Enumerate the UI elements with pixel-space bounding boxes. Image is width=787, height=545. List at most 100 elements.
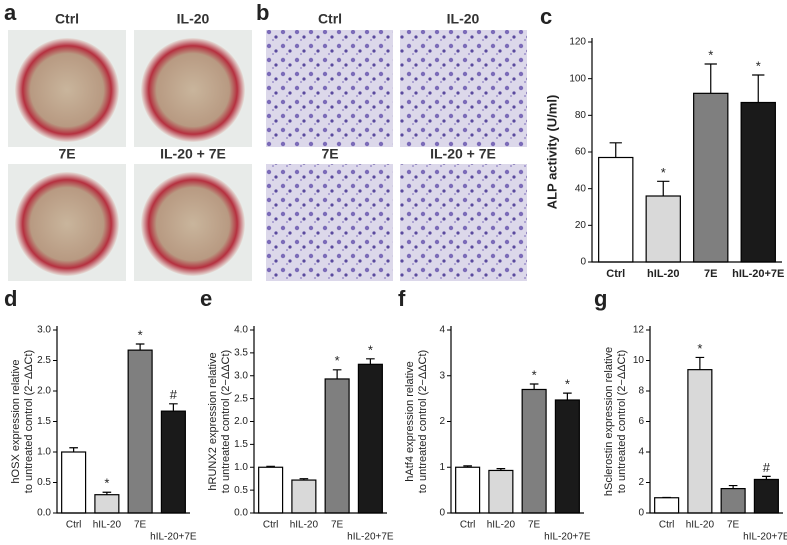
well (141, 172, 245, 276)
annotation: * (708, 47, 713, 62)
photo-caption: IL-20 + 7E (430, 146, 496, 162)
photo-caption: IL-20 (447, 11, 480, 27)
annotation: * (756, 58, 761, 73)
error-bar (69, 447, 78, 452)
error-bar (463, 465, 472, 468)
y-tick-label: 3 (439, 370, 445, 381)
y-tick-label: 2.0 (37, 386, 51, 397)
bar (94, 494, 120, 514)
bar (357, 363, 383, 514)
photo-panel-b (266, 30, 527, 281)
annotation: * (565, 377, 570, 392)
y-axis-label: hAtf4 expression relative (404, 361, 416, 481)
panel-label: b (256, 0, 269, 25)
photo-caption: 7E (58, 146, 75, 162)
annotation: # (170, 387, 178, 402)
photo (266, 164, 393, 281)
y-tick-label: 0.5 (37, 477, 51, 488)
y-tick-label: 0 (638, 508, 644, 519)
error-bar (332, 369, 342, 379)
photo-panel-a (8, 30, 252, 281)
bar (720, 488, 746, 514)
well (15, 172, 119, 276)
photo (266, 30, 393, 147)
y-tick-label: 20 (575, 220, 587, 231)
y-tick-label: 4.0 (234, 325, 248, 336)
bar (645, 195, 681, 263)
error-bar (728, 484, 738, 489)
y-axis-label: to untreated control (2−ΔΔCt) (417, 350, 429, 493)
y-tick-label: 2.5 (37, 355, 51, 366)
x-tick-label: Ctrl (263, 520, 279, 531)
photo-caption: Ctrl (55, 11, 79, 27)
y-tick-label: 2.5 (234, 393, 248, 404)
y-tick-label: 2.0 (234, 416, 248, 427)
panel-label: c (540, 4, 552, 29)
error-bar (102, 491, 112, 495)
x-tick-label: hIL-20+7E (347, 532, 394, 543)
x-tick-label: 7E (704, 268, 717, 280)
y-tick-label: 120 (569, 37, 586, 48)
error-bar (135, 343, 145, 351)
y-tick-label: 100 (569, 73, 586, 84)
y-axis-label: to untreated control (2−ΔΔCt) (616, 350, 628, 493)
annotation: * (532, 367, 537, 382)
y-tick-label: 0.0 (234, 508, 248, 519)
bar (554, 399, 580, 514)
well (15, 38, 119, 142)
x-tick-label: hIL-20 (647, 268, 679, 280)
y-tick-label: 3.0 (37, 325, 51, 336)
error-bar (762, 475, 771, 480)
error-bar (299, 478, 309, 481)
bar (455, 466, 481, 514)
y-tick-label: 8 (638, 386, 644, 397)
bar (291, 479, 317, 514)
error-bar (609, 142, 622, 158)
y-tick-label: 1.5 (37, 416, 51, 427)
bar (687, 369, 713, 514)
axis (591, 38, 782, 263)
error-bar (366, 358, 375, 365)
y-tick-label: 4 (638, 447, 644, 458)
bar (127, 349, 153, 514)
photo-caption: IL-20 + 7E (160, 146, 226, 162)
y-tick-label: 2 (439, 416, 445, 427)
annotation: * (335, 353, 340, 368)
panel-label: g (594, 286, 607, 311)
bar (160, 410, 186, 514)
well (141, 38, 245, 142)
y-tick-label: 12 (633, 325, 645, 336)
y-tick-label: 80 (575, 110, 587, 121)
error-bar (496, 468, 506, 471)
y-tick-label: 3.0 (234, 370, 248, 381)
x-tick-label: hIL-20 (290, 520, 319, 531)
x-tick-label: Ctrl (659, 520, 675, 531)
axis (253, 326, 387, 514)
panel-label: a (4, 0, 17, 25)
y-axis-label: hRUNX2 expression relative (207, 352, 219, 490)
x-tick-label: hIL-20 (487, 520, 516, 531)
x-tick-label: 7E (331, 520, 344, 531)
y-tick-label: 1.0 (234, 462, 248, 473)
annotation: # (763, 460, 771, 475)
x-tick-label: 7E (528, 520, 541, 531)
bar (61, 451, 87, 514)
annotation: * (697, 341, 702, 356)
y-tick-label: 10 (633, 355, 645, 366)
photo (400, 164, 527, 281)
y-axis-label: ALP activity (U/ml) (544, 95, 559, 210)
panel-label: d (4, 286, 17, 311)
y-tick-label: 1 (439, 462, 445, 473)
x-tick-label: Ctrl (606, 268, 625, 280)
error-bar (657, 180, 670, 196)
y-tick-label: 4 (439, 325, 445, 336)
x-tick-label: Ctrl (460, 520, 476, 531)
y-tick-label: 0 (580, 257, 586, 268)
bar (693, 92, 729, 263)
x-tick-label: Ctrl (66, 520, 82, 531)
error-bar (563, 392, 572, 400)
error-bar (169, 403, 178, 412)
y-tick-label: 0.5 (234, 485, 248, 496)
panel-label: f (398, 286, 406, 311)
